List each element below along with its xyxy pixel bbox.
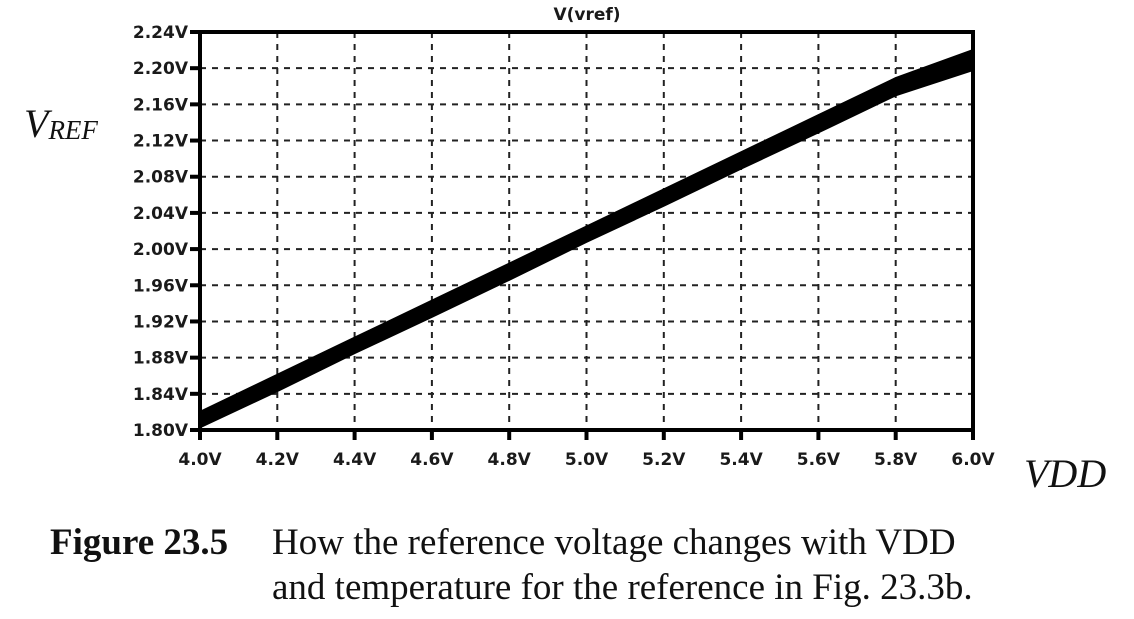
- x-tick-label: 4.0V: [178, 450, 222, 470]
- figure-number: Figure 23.5: [50, 522, 229, 563]
- y-tick-label: 1.92V: [133, 312, 189, 332]
- x-tick-label: 5.4V: [719, 450, 763, 470]
- x-tick-label: 4.4V: [333, 450, 377, 470]
- y-tick-label: 2.04V: [133, 204, 189, 224]
- y-tick-label: 1.88V: [133, 349, 189, 369]
- x-tick-label: 6.0V: [951, 450, 995, 470]
- plot-title: V(vref): [553, 5, 620, 25]
- y-axis-label: VREF: [24, 101, 98, 146]
- x-tick-label: 5.8V: [874, 450, 918, 470]
- y-tick-label: 2.24V: [133, 23, 189, 43]
- y-tick-label: 2.08V: [133, 168, 189, 188]
- x-tick-label: 5.0V: [565, 450, 609, 470]
- x-axis-ticks: 4.0V 4.2V 4.4V 4.6V 4.8V 5.0V 5.2V 5.4V 5.6V 5.8V…: [178, 430, 995, 470]
- figure-caption: Figure 23.5 How the reference voltage cha…: [50, 520, 1110, 610]
- y-tick-label: 2.16V: [133, 95, 189, 115]
- x-tick-label: 5.2V: [642, 450, 686, 470]
- y-tick-label: 2.00V: [133, 240, 189, 260]
- x-tick-label: 4.8V: [488, 450, 532, 470]
- grid-lines: [200, 32, 973, 430]
- caption-line-1: How the reference voltage changes with V…: [272, 522, 956, 563]
- y-axis-ticks: 2.24V 2.20V 2.16V 2.12V 2.08V 2.04V 2.00V 1.96V…: [133, 23, 200, 441]
- x-axis-label: VDD: [1024, 451, 1106, 496]
- y-tick-label: 2.20V: [133, 59, 189, 79]
- caption-line-2: and temperature for the reference in Fig…: [272, 567, 973, 608]
- y-tick-label: 1.96V: [133, 276, 189, 296]
- x-tick-label: 5.6V: [797, 450, 841, 470]
- y-tick-label: 1.80V: [133, 421, 189, 441]
- x-tick-label: 4.2V: [256, 450, 300, 470]
- y-tick-label: 1.84V: [133, 385, 189, 405]
- y-tick-label: 2.12V: [133, 132, 189, 152]
- x-tick-label: 4.6V: [410, 450, 454, 470]
